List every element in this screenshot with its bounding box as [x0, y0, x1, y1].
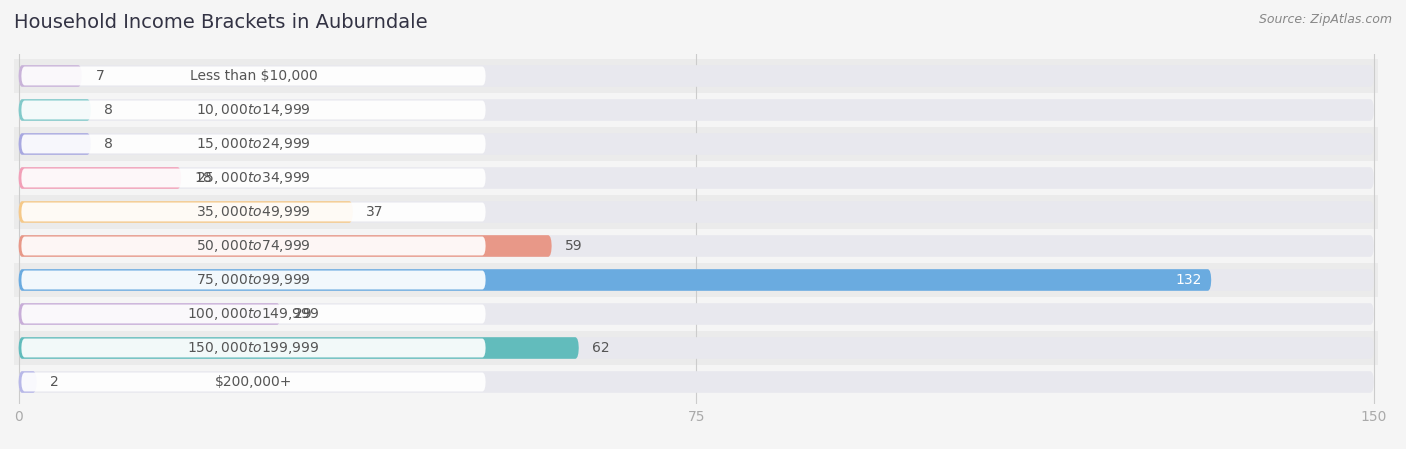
Text: 18: 18 [195, 171, 212, 185]
FancyBboxPatch shape [18, 133, 91, 155]
FancyBboxPatch shape [18, 303, 1374, 325]
Text: 37: 37 [367, 205, 384, 219]
FancyBboxPatch shape [18, 167, 1374, 189]
Text: Household Income Brackets in Auburndale: Household Income Brackets in Auburndale [14, 13, 427, 32]
Text: 59: 59 [565, 239, 583, 253]
Text: 8: 8 [104, 137, 114, 151]
FancyBboxPatch shape [18, 269, 1212, 291]
Text: 8: 8 [104, 103, 114, 117]
Text: $100,000 to $149,999: $100,000 to $149,999 [187, 306, 319, 322]
FancyBboxPatch shape [18, 371, 37, 393]
FancyBboxPatch shape [18, 371, 1374, 393]
FancyBboxPatch shape [21, 168, 486, 187]
Text: $25,000 to $34,999: $25,000 to $34,999 [195, 170, 311, 186]
FancyBboxPatch shape [18, 65, 82, 87]
FancyBboxPatch shape [21, 135, 486, 154]
Text: 132: 132 [1175, 273, 1202, 287]
FancyBboxPatch shape [14, 331, 1378, 365]
FancyBboxPatch shape [21, 237, 486, 255]
FancyBboxPatch shape [18, 337, 1374, 359]
FancyBboxPatch shape [21, 339, 486, 357]
Text: Less than $10,000: Less than $10,000 [190, 69, 318, 83]
Text: 62: 62 [592, 341, 610, 355]
FancyBboxPatch shape [18, 235, 1374, 257]
Text: $35,000 to $49,999: $35,000 to $49,999 [195, 204, 311, 220]
FancyBboxPatch shape [14, 161, 1378, 195]
FancyBboxPatch shape [18, 337, 579, 359]
FancyBboxPatch shape [14, 93, 1378, 127]
FancyBboxPatch shape [14, 59, 1378, 93]
FancyBboxPatch shape [18, 167, 181, 189]
FancyBboxPatch shape [18, 99, 91, 121]
Text: $75,000 to $99,999: $75,000 to $99,999 [195, 272, 311, 288]
Text: 29: 29 [294, 307, 312, 321]
FancyBboxPatch shape [18, 133, 1374, 155]
FancyBboxPatch shape [14, 229, 1378, 263]
Text: $150,000 to $199,999: $150,000 to $199,999 [187, 340, 319, 356]
Text: $50,000 to $74,999: $50,000 to $74,999 [195, 238, 311, 254]
FancyBboxPatch shape [18, 65, 1374, 87]
Text: Source: ZipAtlas.com: Source: ZipAtlas.com [1258, 13, 1392, 26]
FancyBboxPatch shape [21, 202, 486, 221]
FancyBboxPatch shape [18, 201, 353, 223]
FancyBboxPatch shape [21, 101, 486, 119]
FancyBboxPatch shape [21, 304, 486, 323]
Text: $15,000 to $24,999: $15,000 to $24,999 [195, 136, 311, 152]
FancyBboxPatch shape [14, 195, 1378, 229]
Text: $200,000+: $200,000+ [215, 375, 292, 389]
FancyBboxPatch shape [21, 373, 486, 392]
FancyBboxPatch shape [21, 271, 486, 290]
Text: $10,000 to $14,999: $10,000 to $14,999 [195, 102, 311, 118]
FancyBboxPatch shape [18, 269, 1374, 291]
FancyBboxPatch shape [18, 235, 551, 257]
Text: 7: 7 [96, 69, 104, 83]
FancyBboxPatch shape [14, 365, 1378, 399]
FancyBboxPatch shape [18, 303, 281, 325]
FancyBboxPatch shape [14, 127, 1378, 161]
FancyBboxPatch shape [14, 263, 1378, 297]
FancyBboxPatch shape [18, 99, 1374, 121]
FancyBboxPatch shape [21, 66, 486, 85]
Text: 2: 2 [51, 375, 59, 389]
FancyBboxPatch shape [14, 297, 1378, 331]
FancyBboxPatch shape [18, 201, 1374, 223]
